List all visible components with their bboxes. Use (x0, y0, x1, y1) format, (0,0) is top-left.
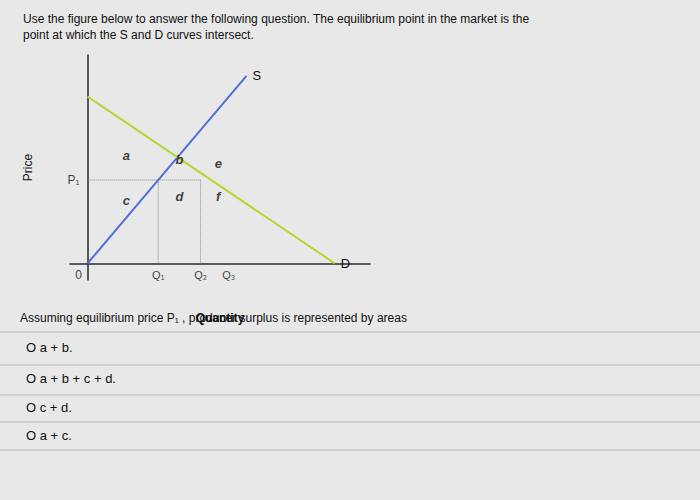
svg-text:O c + d.: O c + d. (26, 400, 72, 415)
svg-text:e: e (215, 156, 222, 171)
svg-text:Q₂: Q₂ (194, 269, 207, 281)
svg-text:Use the figure below to answer: Use the figure below to answer the follo… (23, 12, 529, 26)
svg-text:Assuming equilibrium price P₁: Assuming equilibrium price P₁ , producer… (20, 311, 407, 325)
svg-text:O a + c.: O a + c. (26, 428, 72, 443)
svg-text:f: f (216, 189, 222, 204)
svg-text:b: b (175, 152, 183, 167)
svg-text:O a + b + c + d.: O a + b + c + d. (26, 371, 116, 386)
svg-text:S: S (252, 68, 261, 83)
svg-text:c: c (123, 193, 131, 208)
svg-text:Price: Price (21, 154, 35, 182)
svg-text:D: D (341, 256, 350, 271)
svg-text:a: a (123, 148, 130, 163)
svg-text:0: 0 (75, 268, 82, 282)
svg-text:O a + b.: O a + b. (26, 340, 73, 355)
svg-text:Q₁: Q₁ (152, 269, 165, 281)
svg-text:point at which the S and D cur: point at which the S and D curves inters… (23, 28, 254, 42)
svg-text:Q₃: Q₃ (222, 269, 235, 281)
svg-text:Quantity: Quantity (196, 311, 245, 325)
svg-text:P₁: P₁ (68, 173, 80, 187)
svg-text:d: d (175, 189, 184, 204)
